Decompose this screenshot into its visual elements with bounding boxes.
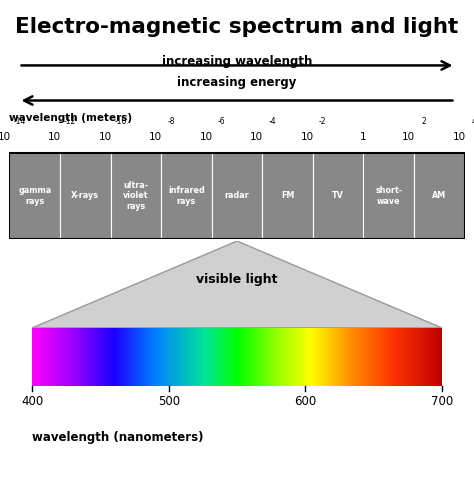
Text: FM: FM bbox=[281, 191, 294, 200]
Text: 10: 10 bbox=[48, 132, 61, 142]
Bar bbox=[60, 154, 110, 239]
Bar bbox=[161, 154, 212, 239]
Bar bbox=[364, 154, 414, 239]
Bar bbox=[9, 154, 465, 239]
Text: infrared
rays: infrared rays bbox=[168, 186, 205, 206]
Text: 2: 2 bbox=[421, 117, 426, 125]
Text: radar: radar bbox=[225, 191, 249, 200]
Bar bbox=[414, 154, 465, 239]
Text: gamma
rays: gamma rays bbox=[18, 186, 51, 206]
Text: AM: AM bbox=[432, 191, 447, 200]
Text: -12: -12 bbox=[64, 117, 76, 125]
Text: 400: 400 bbox=[21, 395, 43, 408]
Text: wavelength (meters): wavelength (meters) bbox=[9, 113, 133, 123]
Text: -10: -10 bbox=[114, 117, 127, 125]
Text: 600: 600 bbox=[294, 395, 316, 408]
Text: ultra-
violet
rays: ultra- violet rays bbox=[123, 181, 149, 211]
Polygon shape bbox=[32, 241, 442, 328]
Text: 10: 10 bbox=[0, 132, 10, 142]
Bar bbox=[212, 154, 262, 239]
Text: increasing wavelength: increasing wavelength bbox=[162, 55, 312, 68]
Text: wavelength (nanometers): wavelength (nanometers) bbox=[32, 430, 204, 444]
Text: -14: -14 bbox=[13, 117, 26, 125]
Text: 500: 500 bbox=[158, 395, 180, 408]
Text: 10: 10 bbox=[99, 132, 112, 142]
Text: 1: 1 bbox=[360, 132, 367, 142]
Text: increasing energy: increasing energy bbox=[177, 76, 297, 89]
Text: 10: 10 bbox=[149, 132, 162, 142]
Text: 10: 10 bbox=[453, 132, 465, 142]
Text: 10: 10 bbox=[301, 132, 314, 142]
Text: -6: -6 bbox=[218, 117, 226, 125]
Text: -4: -4 bbox=[268, 117, 276, 125]
Text: -2: -2 bbox=[319, 117, 327, 125]
Text: TV: TV bbox=[332, 191, 344, 200]
Text: 700: 700 bbox=[431, 395, 453, 408]
Text: Electro-magnetic spectrum and light: Electro-magnetic spectrum and light bbox=[15, 17, 459, 37]
Text: -8: -8 bbox=[167, 117, 175, 125]
Text: 10: 10 bbox=[200, 132, 213, 142]
Text: visible light: visible light bbox=[196, 273, 278, 286]
Bar bbox=[313, 154, 364, 239]
Bar bbox=[262, 154, 313, 239]
Bar bbox=[110, 154, 161, 239]
Text: 10: 10 bbox=[250, 132, 264, 142]
Text: X-rays: X-rays bbox=[71, 191, 100, 200]
Text: 4: 4 bbox=[472, 117, 474, 125]
Bar bbox=[9, 154, 60, 239]
Text: short-
wave: short- wave bbox=[375, 186, 402, 206]
Text: 10: 10 bbox=[402, 132, 415, 142]
